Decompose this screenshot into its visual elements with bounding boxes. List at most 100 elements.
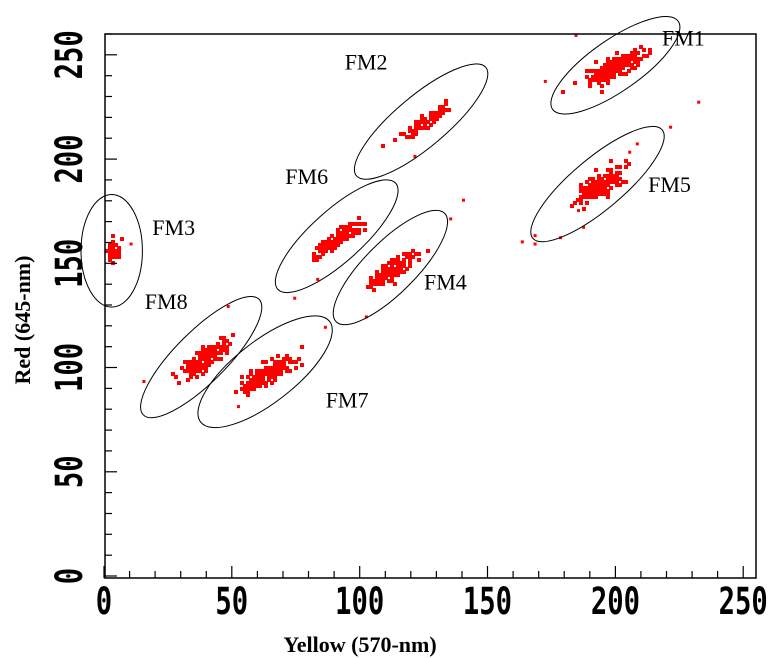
- scatter-point: [381, 267, 385, 271]
- scatter-point: [597, 192, 601, 196]
- scatter-point: [261, 360, 265, 364]
- scatter-point: [363, 222, 367, 226]
- x-tick-label: 150: [463, 580, 512, 623]
- scatter-point: [207, 351, 211, 355]
- scatter-point: [441, 108, 445, 112]
- scatter-point: [399, 264, 403, 268]
- scatter-point: [408, 252, 412, 256]
- scatter-point: [192, 369, 196, 373]
- scatter-point: [447, 108, 451, 112]
- scatter-point: [408, 255, 412, 259]
- scatter-point: [627, 57, 631, 61]
- scatter-point: [432, 120, 436, 124]
- scatter-point: [438, 108, 442, 112]
- scatter-point: [264, 360, 268, 364]
- scatter-point: [369, 285, 373, 289]
- scatter-point: [204, 348, 208, 352]
- scatter-point: [288, 360, 292, 364]
- scatter-point: [585, 201, 589, 205]
- scatter-point: [594, 189, 598, 193]
- scatter-point: [339, 240, 343, 244]
- scatter-point: [405, 255, 409, 259]
- scatter-point: [195, 360, 199, 364]
- x-axis-tick-labels: 0 50 100 150 200 250: [96, 580, 768, 623]
- scatter-point: [636, 60, 640, 64]
- scatter-point: [408, 129, 412, 133]
- cluster-ellipses: [80, 16, 681, 429]
- scatter-point: [378, 279, 382, 283]
- scatter-point: [180, 366, 184, 370]
- scatter-point: [591, 180, 595, 184]
- scatter-point: [393, 270, 397, 274]
- scatter-point: [402, 270, 406, 274]
- scatter-point: [423, 117, 427, 121]
- scatter-point: [111, 249, 115, 253]
- y-axis-ticks: [105, 33, 117, 577]
- scatter-point: [591, 192, 595, 196]
- scatter-point: [408, 126, 412, 130]
- scatter-point: [597, 72, 601, 76]
- scatter-point: [579, 189, 583, 193]
- scatter-point: [603, 72, 607, 76]
- scatter-point: [375, 282, 379, 286]
- scatter-point: [612, 174, 616, 178]
- scatter-point: [261, 381, 265, 385]
- scatter-point: [399, 132, 403, 136]
- scatter-point: [600, 75, 604, 79]
- scatter-point: [615, 66, 619, 70]
- scatter-point: [390, 279, 394, 283]
- scatter-point: [189, 369, 193, 373]
- scatter-point: [246, 375, 250, 379]
- scatter-point: [237, 405, 240, 409]
- scatter-point: [645, 54, 649, 58]
- scatter-point: [432, 117, 436, 121]
- scatter-point: [189, 363, 193, 367]
- scatter-point: [192, 366, 196, 370]
- scatter-point: [333, 246, 337, 250]
- scatter-point: [321, 240, 325, 244]
- scatter-point: [195, 375, 199, 379]
- scatter-point: [402, 258, 406, 262]
- scatter-point: [261, 369, 265, 373]
- scatter-point: [697, 100, 701, 104]
- scatter-point: [222, 342, 226, 346]
- scatter-point: [606, 81, 610, 85]
- scatter-point: [414, 129, 418, 133]
- scatter-point: [630, 51, 634, 55]
- scatter-point: [111, 255, 115, 259]
- scatter-point: [201, 363, 205, 367]
- scatter-point: [603, 192, 607, 196]
- scatter-point: [293, 296, 297, 300]
- scatter-point: [603, 180, 607, 184]
- scatter-point: [378, 276, 382, 280]
- scatter-point: [207, 348, 211, 352]
- scatter-point: [609, 75, 613, 79]
- scatter-point: [204, 363, 208, 367]
- scatter-point: [207, 363, 211, 367]
- scatter-point: [192, 372, 196, 376]
- scatter-point: [207, 360, 211, 364]
- scatter-point: [270, 366, 274, 370]
- scatter-point: [609, 60, 613, 64]
- scatter-point: [423, 126, 427, 130]
- cluster-label-fm8: FM8: [145, 289, 188, 314]
- scatter-point: [414, 132, 418, 136]
- scatter-point: [597, 189, 601, 193]
- scatter-point: [282, 366, 286, 370]
- scatter-point: [345, 225, 349, 229]
- scatter-point: [216, 345, 220, 349]
- scatter-point: [210, 351, 214, 355]
- scatter-point: [273, 378, 277, 382]
- scatter-point: [426, 126, 430, 130]
- scatter-point: [258, 372, 262, 376]
- scatter-point: [618, 57, 622, 61]
- scatter-point: [393, 138, 397, 142]
- scatter-point: [258, 369, 262, 373]
- scatter-point: [279, 366, 283, 370]
- scatter-point: [390, 261, 394, 265]
- plot-frame: [104, 33, 757, 579]
- scatter-point: [327, 243, 331, 247]
- scatter-point: [252, 387, 256, 391]
- scatter-point: [420, 126, 424, 130]
- scatter-point: [417, 120, 421, 124]
